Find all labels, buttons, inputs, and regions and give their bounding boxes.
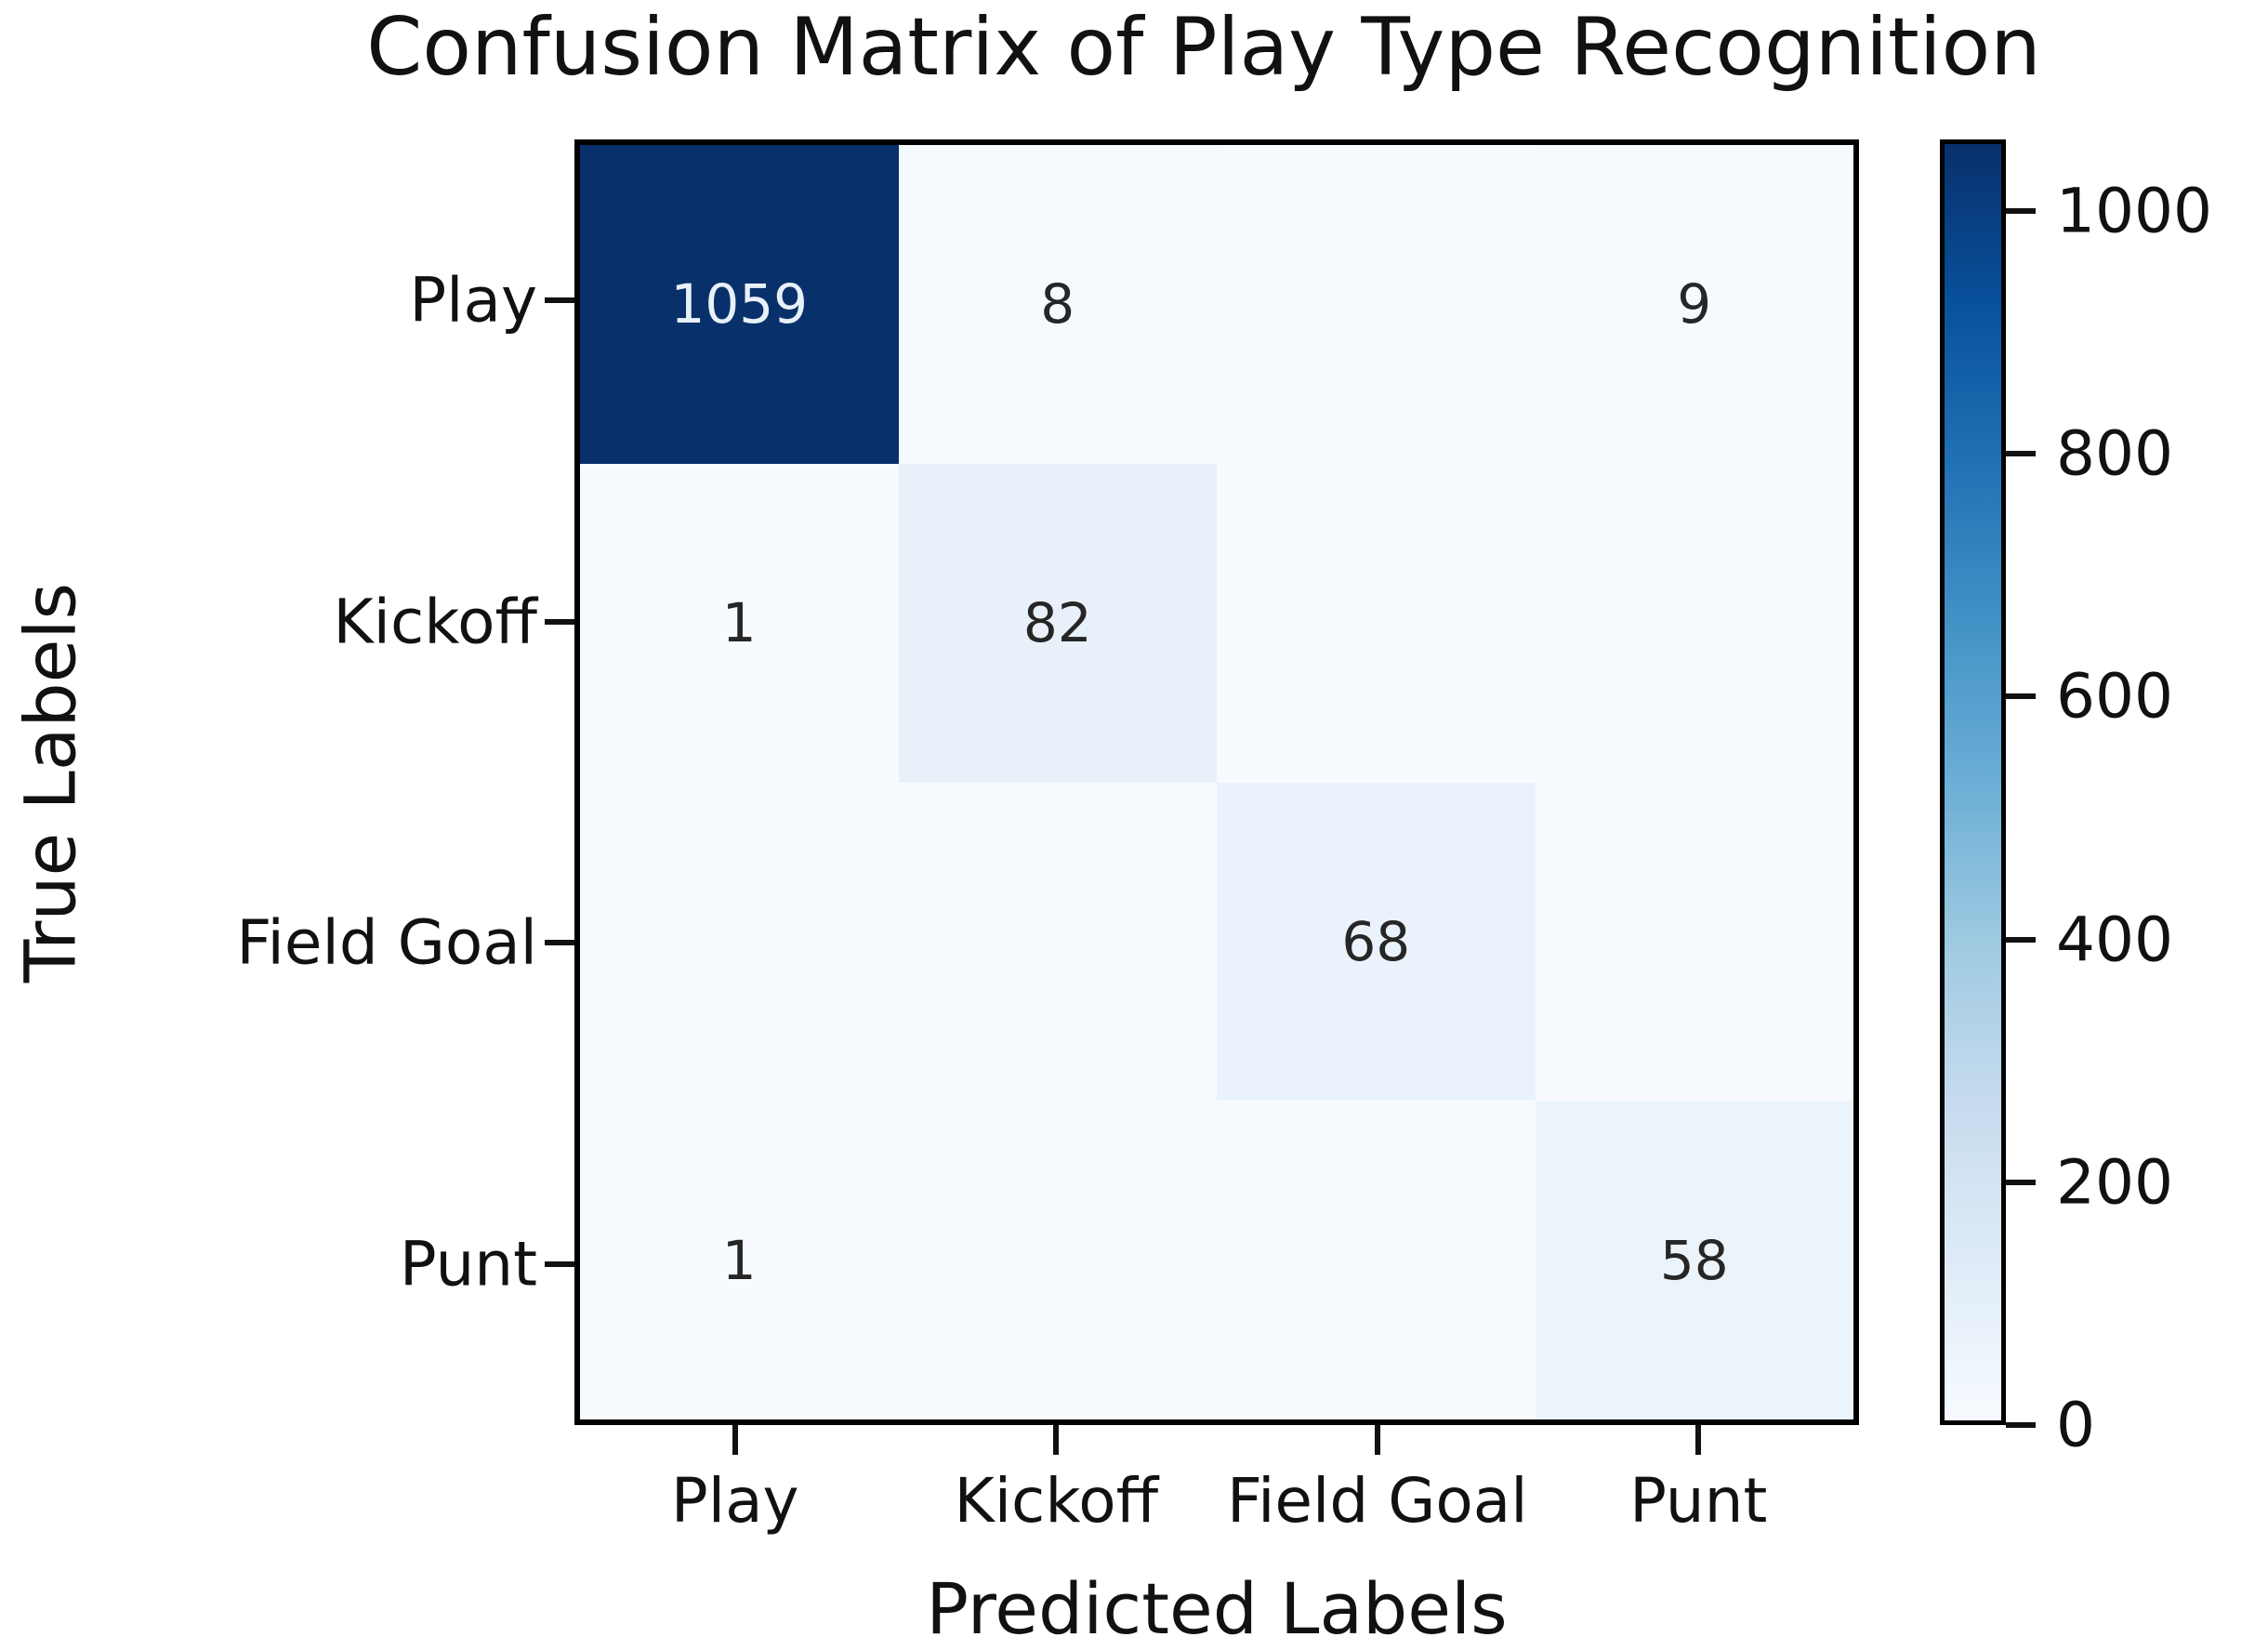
heatmap-cell: 9 xyxy=(1535,145,1853,464)
heatmap-cell: 1 xyxy=(580,1101,899,1419)
heatmap-cell: 68 xyxy=(1217,782,1536,1102)
heatmap-cell xyxy=(1217,1101,1536,1419)
heatmap-cell xyxy=(1217,145,1536,464)
cell-value: 9 xyxy=(1677,272,1712,337)
tick-mark xyxy=(2006,693,2036,700)
colorbar-tick-label: 600 xyxy=(2056,660,2173,733)
tick-mark xyxy=(545,297,574,303)
tick-mark xyxy=(2006,451,2036,457)
colorbar-tick-label: 1000 xyxy=(2056,175,2212,247)
heatmap-cell xyxy=(1535,463,1853,783)
tick-mark xyxy=(1374,1425,1380,1455)
tick-mark xyxy=(545,1261,574,1268)
heatmap-cell xyxy=(1217,463,1536,783)
cell-value: 68 xyxy=(1341,909,1411,973)
colorbar xyxy=(1940,139,2006,1425)
colorbar-tick-label: 0 xyxy=(2056,1389,2095,1461)
tick-mark xyxy=(2006,1422,2036,1428)
heatmap-cell: 1059 xyxy=(580,145,899,464)
colorbar-tick-label: 400 xyxy=(2056,904,2173,976)
colorbar-tick-label: 200 xyxy=(2056,1146,2173,1219)
tick-mark xyxy=(1053,1425,1060,1455)
cell-value: 58 xyxy=(1659,1228,1729,1292)
tick-mark xyxy=(2006,208,2036,215)
x-tick-label: Field Goal xyxy=(1226,1465,1528,1537)
tick-mark xyxy=(1695,1425,1702,1455)
heatmap-cell xyxy=(898,782,1217,1102)
tick-mark xyxy=(2006,1179,2036,1185)
y-tick-label: Kickoff xyxy=(333,586,537,658)
cell-value: 1059 xyxy=(670,272,809,337)
tick-mark xyxy=(2006,936,2036,943)
heatmap-cell: 1 xyxy=(580,463,899,783)
tick-mark xyxy=(545,618,574,625)
tick-mark xyxy=(545,940,574,946)
y-tick-label: Play xyxy=(409,264,537,337)
heatmap-cell xyxy=(1535,782,1853,1102)
x-tick-label: Play xyxy=(670,1465,799,1537)
heatmap-cell xyxy=(898,1101,1217,1419)
y-tick-label: Punt xyxy=(399,1228,537,1300)
x-axis-label: Predicted Labels xyxy=(926,1567,1508,1650)
y-tick-label: Field Goal xyxy=(236,906,537,979)
heatmap-cell: 82 xyxy=(898,463,1217,783)
heatmap: 1059 8 9 1 82 68 1 58 xyxy=(574,139,1859,1425)
tick-mark xyxy=(732,1425,738,1455)
colorbar-tick-label: 800 xyxy=(2056,417,2173,490)
x-tick-label: Punt xyxy=(1629,1465,1768,1537)
heatmap-cell xyxy=(580,782,899,1102)
heatmap-cell: 58 xyxy=(1535,1101,1853,1419)
chart-title: Confusion Matrix of Play Type Recognitio… xyxy=(366,1,2041,94)
heatmap-cell: 8 xyxy=(898,145,1217,464)
cell-value: 82 xyxy=(1022,591,1092,655)
cell-value: 1 xyxy=(721,591,757,655)
x-tick-label: Kickoff xyxy=(954,1465,1159,1537)
cell-value: 8 xyxy=(1040,272,1075,337)
cell-value: 1 xyxy=(721,1228,757,1292)
